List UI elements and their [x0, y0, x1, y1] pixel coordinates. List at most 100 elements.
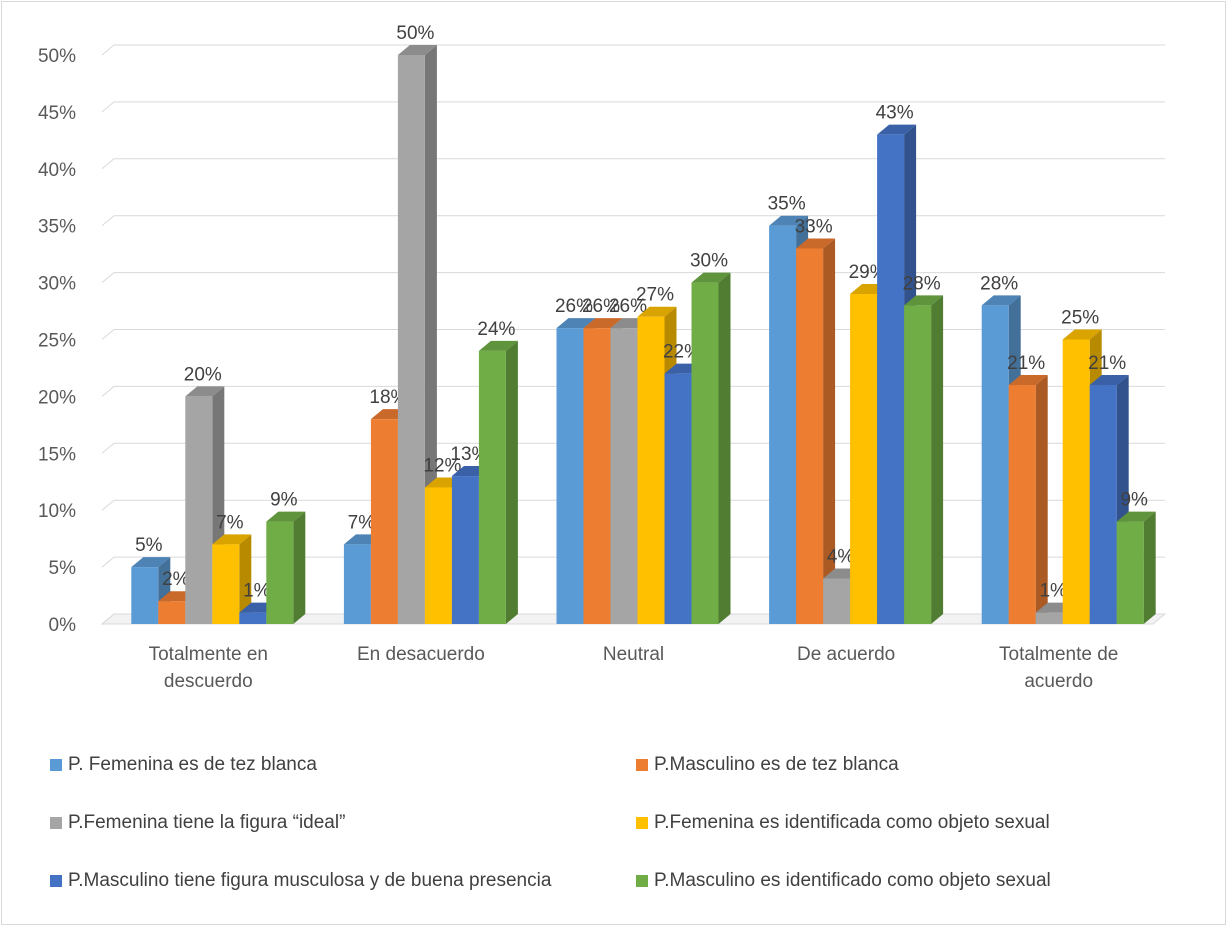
- bar: [850, 293, 878, 624]
- data-label: 21%: [1007, 353, 1045, 374]
- legend-label: P.Femenina tiene la figura “ideal”: [68, 812, 346, 833]
- bar: [877, 134, 905, 624]
- legend-item: P.Masculino tiene figura musculosa y de …: [50, 870, 551, 892]
- bar-top: [1089, 375, 1129, 386]
- legend-swatch: [50, 817, 62, 829]
- bar: [583, 328, 611, 624]
- bar-top: [691, 272, 731, 283]
- bar: [904, 305, 932, 624]
- bar: [266, 521, 294, 624]
- data-label: 5%: [135, 535, 163, 556]
- bar-top: [1008, 375, 1048, 386]
- bar-top: [877, 124, 917, 135]
- legend-item: P.Femenina es identificada como objeto s…: [636, 812, 1050, 834]
- data-label: 27%: [636, 285, 674, 306]
- x-tick-label: En desacuerdo: [357, 644, 485, 665]
- data-label: 20%: [184, 364, 222, 385]
- bar: [131, 567, 159, 624]
- legend-label: P.Masculino tiene figura musculosa y de …: [68, 870, 552, 891]
- data-label: 35%: [768, 194, 806, 215]
- bar-side: [718, 272, 731, 624]
- data-label: 7%: [216, 512, 244, 533]
- bar: [1089, 385, 1117, 624]
- bar: [424, 487, 452, 624]
- bar-top: [583, 318, 623, 329]
- legend-swatch: [50, 875, 62, 887]
- bar: [239, 612, 267, 624]
- bar: [343, 544, 371, 624]
- x-tick-label: descuerdo: [164, 671, 253, 692]
- bar: [1035, 612, 1063, 624]
- bar-top: [981, 295, 1021, 306]
- data-label: 43%: [876, 103, 914, 124]
- legend-item: P.Femenina tiene la figura “ideal”: [50, 812, 345, 834]
- legend-label: P.Masculino es identificado como objeto …: [654, 870, 1051, 891]
- bar-side: [1143, 511, 1156, 624]
- bar-top: [796, 238, 836, 249]
- bar-side: [931, 295, 944, 624]
- gridline-side: [101, 329, 115, 340]
- y-tick-label: 40%: [38, 160, 76, 181]
- y-tick-label: 15%: [38, 444, 76, 465]
- data-label: 1%: [243, 581, 271, 602]
- data-label: 4%: [827, 546, 855, 567]
- bar: [1008, 385, 1036, 624]
- y-tick-label: 0%: [49, 615, 77, 636]
- legend-label: P. Femenina es de tez blanca: [68, 754, 317, 775]
- x-tick-label: Totalmente de: [999, 644, 1118, 665]
- data-label: 2%: [162, 569, 190, 590]
- data-label: 33%: [795, 216, 833, 237]
- bar-top: [212, 534, 252, 545]
- x-tick-label: Totalmente en: [149, 644, 268, 665]
- bar-side: [505, 340, 518, 624]
- bar: [769, 225, 797, 624]
- y-tick-label: 5%: [49, 558, 77, 579]
- data-label: 21%: [1088, 353, 1126, 374]
- data-label: 28%: [980, 273, 1018, 294]
- bar-side: [293, 511, 306, 624]
- legend-item: P. Femenina es de tez blanca: [50, 754, 317, 776]
- data-label: 28%: [903, 273, 941, 294]
- legend-label: P.Masculino es de tez blanca: [654, 754, 899, 775]
- gridline-side: [101, 158, 115, 170]
- bar: [796, 248, 824, 624]
- bar: [397, 55, 425, 624]
- bar: [478, 350, 506, 624]
- data-label: 25%: [1061, 308, 1099, 329]
- bar: [637, 316, 665, 624]
- bar-top: [769, 215, 809, 226]
- data-label: 7%: [348, 512, 376, 533]
- bar-side: [1035, 375, 1048, 624]
- x-tick-label: De acuerdo: [797, 644, 895, 665]
- bar: [664, 373, 692, 624]
- data-label: 50%: [396, 23, 434, 44]
- bar: [981, 305, 1009, 624]
- bar-top: [266, 511, 306, 522]
- bar: [556, 328, 584, 624]
- bar: [691, 282, 719, 624]
- gridline-side: [101, 215, 115, 227]
- bar-side: [424, 45, 437, 624]
- bar-top: [478, 340, 518, 351]
- gridline-side: [101, 44, 115, 56]
- data-label: 30%: [690, 251, 728, 272]
- bar: [451, 476, 479, 624]
- data-label: 9%: [270, 490, 298, 511]
- gridline-side: [101, 556, 115, 568]
- legend-label: P.Femenina es identificada como objeto s…: [654, 812, 1050, 833]
- y-tick-label: 35%: [38, 217, 76, 238]
- bar: [1062, 339, 1090, 624]
- data-label: 24%: [477, 319, 515, 340]
- y-tick-label: 20%: [38, 387, 76, 408]
- x-tick-label: acuerdo: [1024, 671, 1093, 692]
- bar: [158, 601, 186, 624]
- legend-swatch: [636, 875, 648, 887]
- y-tick-label: 45%: [38, 103, 76, 124]
- data-label: 26%: [582, 296, 620, 317]
- x-tick-label: Neutral: [603, 644, 664, 665]
- data-label: 12%: [423, 455, 461, 476]
- legend-item: P.Masculino es identificado como objeto …: [636, 870, 1051, 892]
- gridline-side: [101, 101, 115, 113]
